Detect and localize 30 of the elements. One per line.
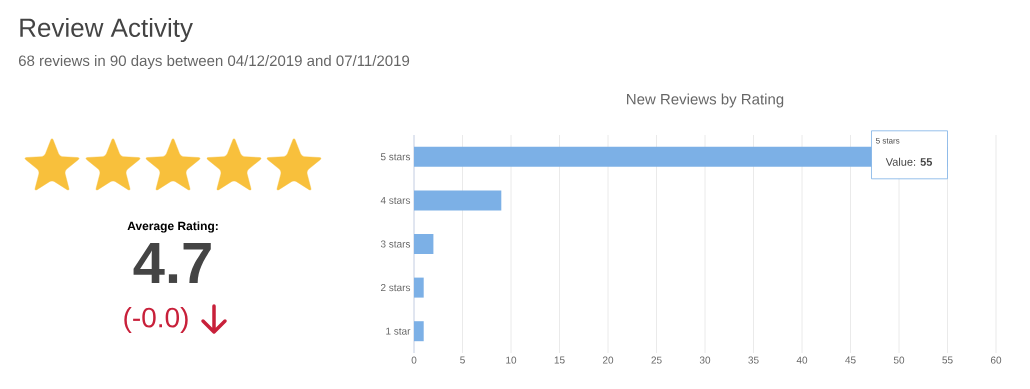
- x-tick-label: 35: [748, 356, 759, 364]
- bar: [414, 277, 424, 298]
- y-tick-label: 2 stars: [380, 284, 411, 292]
- x-tick-label: 5: [460, 356, 465, 364]
- text: 68 reviews in 90 days between 04/12/2019 and 07/11/2019: [18, 55, 410, 69]
- x-tick-label: 55: [942, 356, 953, 364]
- annotation: Value: 55: [885, 157, 933, 166]
- x-tick-label: 20: [602, 356, 614, 364]
- text: 4.7: [133, 243, 211, 283]
- text: (-0.0): [124, 306, 188, 334]
- x-tick-label: 0: [411, 356, 417, 364]
- bar: [414, 190, 502, 211]
- x-tick-label: 40: [796, 356, 808, 364]
- annotation: 5 stars: [876, 138, 900, 144]
- x-tick-label: 30: [699, 356, 711, 364]
- y-tick-label: 5 stars: [380, 153, 411, 161]
- text: Average Rating:: [127, 221, 218, 233]
- bar: [414, 321, 424, 342]
- x-tick-label: 25: [651, 356, 662, 364]
- text: Review Activity: [20, 17, 193, 43]
- y-tick-label: 1 star: [386, 327, 411, 335]
- bar: [414, 234, 434, 255]
- y-tick-label: 4 stars: [380, 196, 411, 204]
- x-tick-label: 10: [506, 356, 517, 364]
- x-tick-label: 60: [990, 356, 1002, 364]
- x-tick-label: 50: [893, 356, 905, 364]
- chart-title: New Reviews by Rating: [627, 93, 784, 108]
- y-tick-label: 3 stars: [380, 240, 411, 248]
- x-tick-label: 15: [554, 356, 565, 364]
- x-tick-label: 45: [845, 356, 856, 364]
